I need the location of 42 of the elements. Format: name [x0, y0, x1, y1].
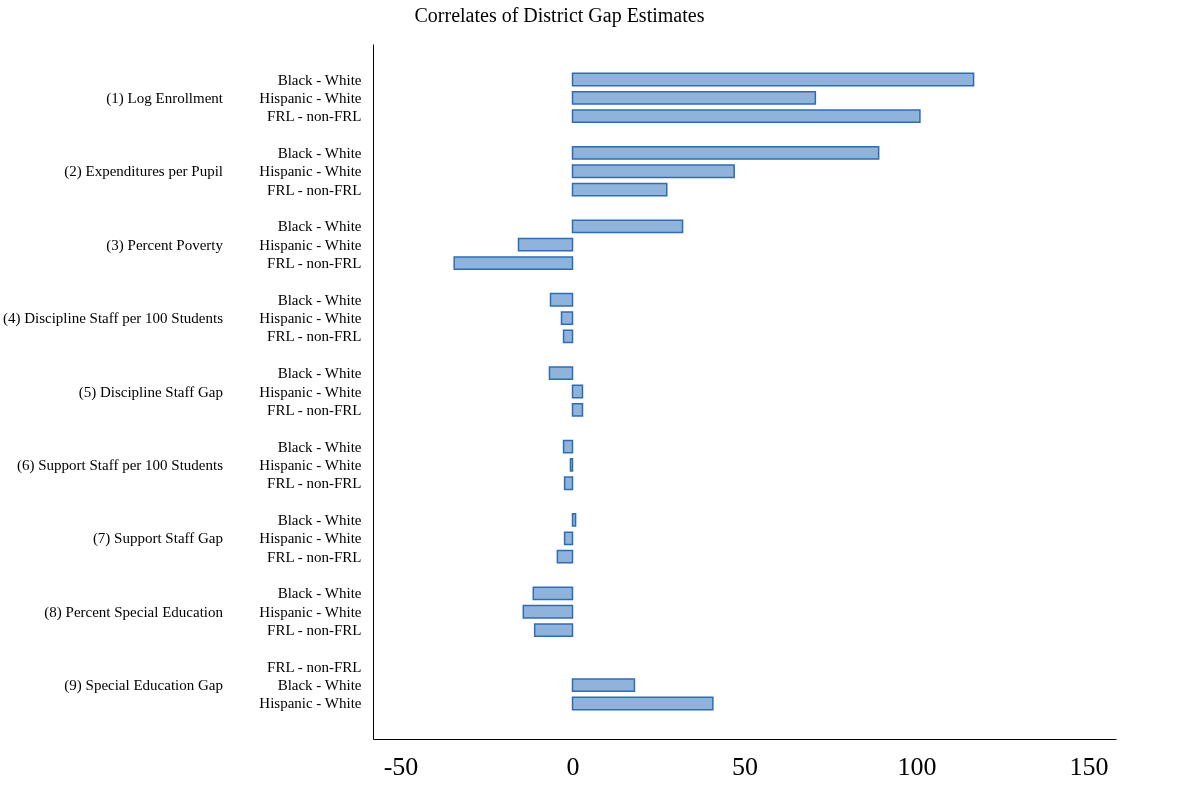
text: (8) Percent Special Education — [44, 603, 224, 621]
text: (6) Support Staff per 100 Students — [17, 456, 224, 474]
y-tick-label: FRL - non-FRL — [267, 622, 362, 639]
text: (2) Expenditures per Pupil — [64, 163, 223, 181]
y-tick-label: FRL - non-FRL — [267, 401, 362, 418]
y-tick-label: FRL - non-FRL — [267, 328, 362, 345]
y-tick-label: Black - White — [277, 291, 362, 308]
y-tick-label: Hispanic - White — [259, 456, 362, 473]
text: (4) Discipline Staff per 100 Students — [2, 310, 224, 328]
y-tick-label: FRL - non-FRL — [267, 255, 362, 272]
y-tick-label: Black - White — [277, 365, 362, 382]
y-tick-label: Hispanic - White — [259, 89, 362, 106]
chart-title: Correlates of District Gap Estimates — [414, 4, 705, 27]
y-tick-label: Hispanic - White — [259, 163, 362, 180]
y-tick-label: Hispanic - White — [259, 695, 362, 712]
text: (9) Special Education Gap — [64, 677, 223, 695]
y-tick-label: Hispanic - White — [259, 530, 362, 547]
y-tick-label: Black - White — [277, 218, 362, 235]
y-tick-label: FRL - non-FRL — [267, 548, 362, 565]
y-tick-label: Hispanic - White — [259, 383, 362, 400]
y-tick-label: Hispanic - White — [259, 236, 362, 253]
y-tick-label: Hispanic - White — [259, 310, 362, 327]
x-tick-label: -50 — [383, 751, 419, 781]
y-tick-label: Black - White — [277, 585, 362, 602]
y-tick-label: FRL - non-FRL — [267, 181, 362, 198]
text: (7) Support Staff Gap — [92, 530, 223, 548]
text: (5) Discipline Staff Gap — [78, 383, 223, 401]
y-tick-label: Black - White — [277, 438, 362, 455]
x-tick-label: 0 — [566, 751, 580, 781]
y-tick-label: FRL - non-FRL — [267, 108, 362, 125]
y-tick-label: Hispanic - White — [259, 603, 362, 620]
text: (3) Percent Poverty — [106, 236, 224, 254]
x-tick-label: 150 — [1069, 751, 1109, 781]
y-tick-label: FRL - non-FRL — [267, 658, 362, 675]
y-tick-label: Black - White — [277, 677, 362, 694]
y-tick-label: Black - White — [277, 511, 362, 528]
y-tick-label: Black - White — [277, 144, 362, 161]
text: (1) Log Enrollment — [106, 89, 224, 107]
x-tick-label: 50 — [732, 751, 758, 781]
y-tick-label: FRL - non-FRL — [267, 475, 362, 492]
x-tick-label: 100 — [897, 751, 937, 781]
y-tick-label: Black - White — [277, 71, 362, 88]
